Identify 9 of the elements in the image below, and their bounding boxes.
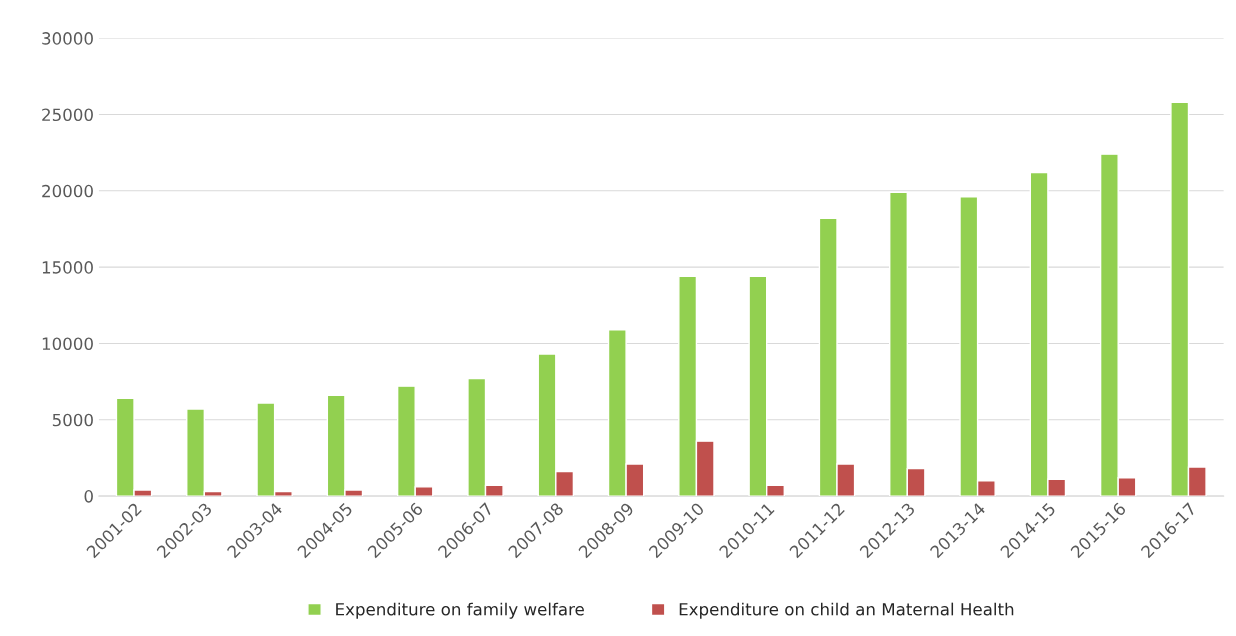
y-tick-label: 10000 (42, 337, 93, 351)
y-tick-label: 0 (84, 490, 93, 503)
y-tick-label: 15000 (42, 261, 93, 274)
y-tick-label: 20000 (42, 184, 93, 198)
y-tick-label: 25000 (42, 108, 93, 122)
y-tick-label: 5000 (52, 413, 93, 427)
legend-label: Expenditure on family welfare (336, 602, 584, 619)
legend-label: Expenditure on child an Maternal Health (679, 602, 1014, 619)
y-tick-label: 30000 (42, 32, 93, 45)
